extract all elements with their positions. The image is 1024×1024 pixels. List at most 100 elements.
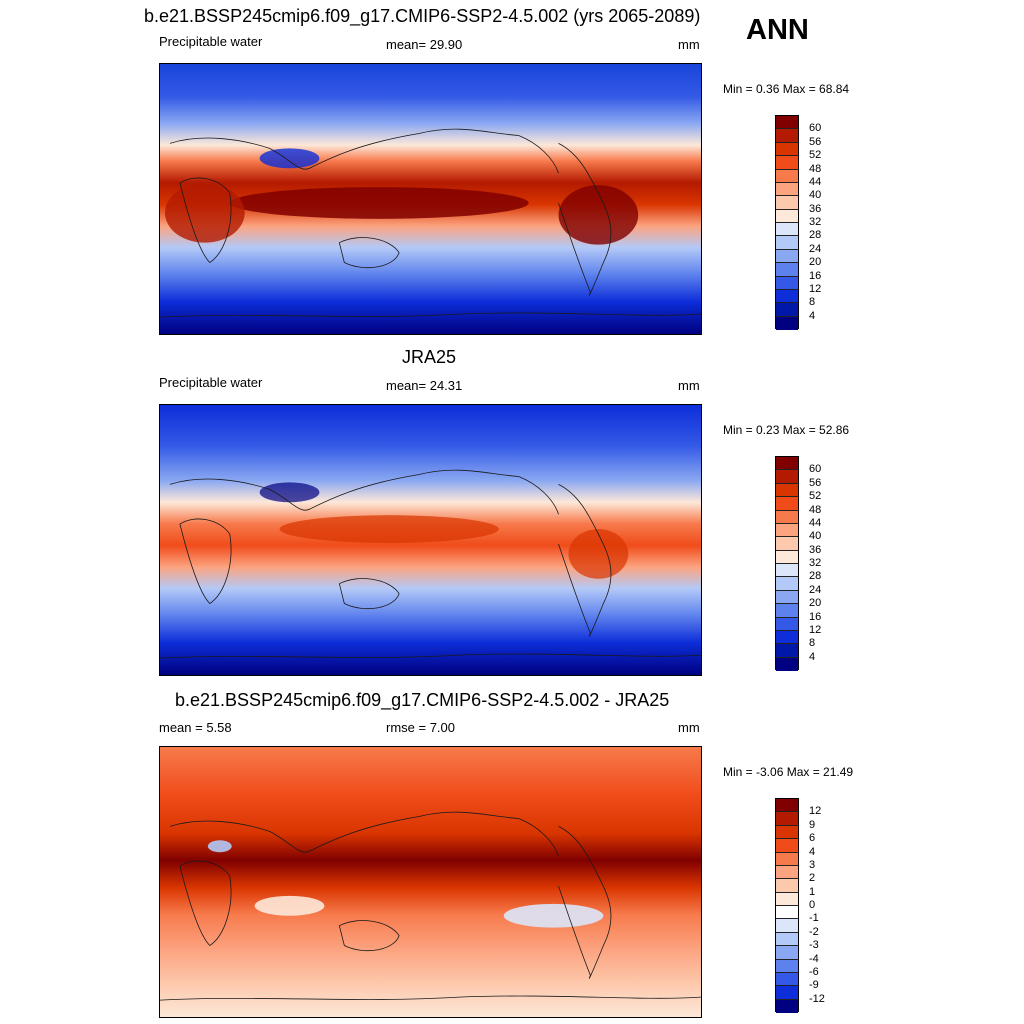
colorbar-box (776, 999, 798, 1013)
colorbar-tick-label: 36 (809, 543, 822, 556)
colorbar-box (776, 919, 798, 933)
colorbar-box (776, 644, 798, 658)
colorbar-tick-label: 48 (809, 162, 822, 175)
colorbar-box (776, 303, 798, 317)
colorbar-box (776, 470, 798, 484)
panel2-colorbar (775, 456, 799, 671)
colorbar-box (776, 182, 798, 197)
panel2-units-label: mm (678, 378, 700, 393)
colorbar-tick-label: 40 (809, 530, 822, 543)
colorbar-box (776, 906, 798, 920)
colorbar-tick-label: 28 (809, 229, 822, 242)
colorbar-box (776, 276, 798, 290)
colorbar-box (776, 196, 798, 210)
colorbar-tick-label: 8 (809, 637, 816, 650)
colorbar-tick-label: -3 (809, 939, 819, 952)
colorbar-tick-label: 24 (809, 583, 822, 596)
colorbar-tick-label: 12 (809, 805, 822, 818)
panel2-mean-label: mean= 24.31 (386, 378, 463, 393)
colorbar-box (776, 617, 798, 631)
colorbar-box (776, 263, 798, 277)
panel3-map (159, 746, 702, 1018)
colorbar-tick-label: 56 (809, 135, 822, 148)
colorbar-tick-label: -6 (809, 965, 819, 978)
colorbar-box (776, 892, 798, 906)
colorbar-box (776, 604, 798, 618)
colorbar-tick-label: 8 (809, 296, 816, 309)
panel2-title: JRA25 (402, 347, 457, 367)
colorbar-tick-label: 16 (809, 269, 822, 282)
panel1-map (159, 63, 702, 335)
panel1-minmax: Min = 0.36 Max = 68.84 (723, 82, 850, 96)
colorbar-tick-label: 24 (809, 242, 822, 255)
colorbar-tick-label: 12 (809, 623, 822, 636)
colorbar-box (776, 839, 798, 853)
colorbar-box (776, 523, 798, 538)
panel3-title: b.e21.BSSP245cmip6.f09_g17.CMIP6-SSP2-4.… (175, 690, 670, 710)
panel2-map (159, 404, 702, 676)
colorbar-box (776, 209, 798, 223)
colorbar-tick-label: 44 (809, 516, 822, 529)
colorbar-tick-label: 16 (809, 610, 822, 623)
colorbar-box (776, 289, 798, 304)
colorbar-box (776, 590, 798, 605)
colorbar-tick-label: 1 (809, 885, 816, 898)
colorbar-box (776, 169, 798, 183)
colorbar-box (776, 564, 798, 578)
panel2-variable-label: Precipitable water (159, 375, 263, 390)
panel1-units-label: mm (678, 37, 700, 52)
colorbar-box (776, 865, 798, 880)
colorbar-tick-label: 36 (809, 202, 822, 215)
colorbar-tick-label: 52 (809, 149, 822, 162)
colorbar-box (776, 129, 798, 143)
colorbar-tick-label: -9 (809, 979, 819, 992)
colorbar-box (776, 630, 798, 645)
colorbar-box (776, 457, 798, 471)
colorbar-tick-label: 0 (809, 899, 816, 911)
season-label: ANN (746, 14, 809, 46)
colorbar-tick-label: 2 (809, 872, 816, 885)
colorbar-box (776, 497, 798, 511)
panel3-colorbar (775, 798, 799, 1013)
colorbar-box (776, 156, 798, 170)
panel3-mean-label: mean = 5.58 (159, 720, 232, 735)
colorbar-box (776, 972, 798, 987)
colorbar-box (776, 959, 798, 973)
colorbar-box (776, 316, 798, 330)
colorbar-box (776, 879, 798, 893)
colorbar-tick-label: 6 (809, 832, 816, 845)
colorbar-tick-label: 60 (809, 463, 822, 476)
colorbar-box (776, 510, 798, 524)
colorbar-tick-label: 44 (809, 175, 822, 188)
colorbar-box (776, 142, 798, 157)
colorbar-tick-label: 32 (809, 216, 822, 228)
colorbar-tick-label: 4 (809, 650, 816, 663)
panel2-minmax: Min = 0.23 Max = 52.86 (723, 423, 850, 437)
panel1-variable-label: Precipitable water (159, 34, 263, 49)
colorbar-tick-label: -12 (809, 992, 825, 1005)
colorbar-box (776, 223, 798, 237)
colorbar-box (776, 986, 798, 1000)
colorbar-tick-label: 32 (809, 557, 822, 569)
colorbar-tick-label: -2 (809, 925, 819, 938)
panel1-title: b.e21.BSSP245cmip6.f09_g17.CMIP6-SSP2-4.… (144, 6, 701, 26)
panel3-units-label: mm (678, 720, 700, 735)
colorbar-tick-label: -4 (809, 952, 819, 965)
colorbar-box (776, 577, 798, 591)
colorbar-tick-label: 4 (809, 845, 816, 858)
colorbar-box (776, 946, 798, 960)
colorbar-tick-label: 28 (809, 570, 822, 583)
colorbar-tick-label: 12 (809, 282, 822, 295)
colorbar-box (776, 537, 798, 551)
colorbar-box (776, 657, 798, 671)
colorbar-box (776, 799, 798, 813)
colorbar-tick-label: 20 (809, 597, 822, 610)
colorbar-tick-label: 9 (809, 818, 816, 831)
panel3-minmax: Min = -3.06 Max = 21.49 (723, 765, 854, 779)
colorbar-box (776, 825, 798, 840)
panel3-rmse-label: rmse = 7.00 (386, 720, 456, 735)
colorbar-tick-label: 3 (809, 858, 816, 871)
colorbar-box (776, 550, 798, 564)
colorbar-box (776, 116, 798, 130)
colorbar-tick-label: -1 (809, 912, 819, 925)
